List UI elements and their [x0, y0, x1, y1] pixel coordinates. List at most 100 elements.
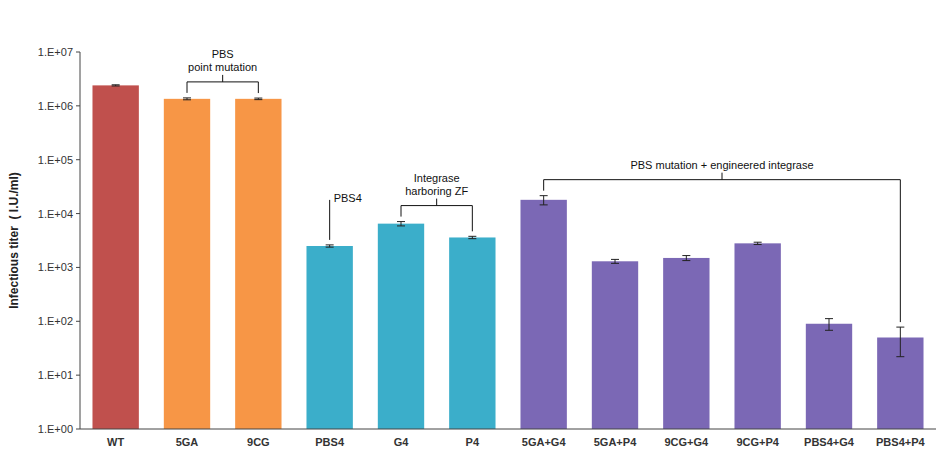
- bar: [663, 258, 709, 429]
- y-axis-line: [80, 52, 81, 429]
- error-bar-cap: [540, 195, 548, 196]
- error-bar-cap: [397, 221, 405, 222]
- error-bar-stem: [401, 222, 402, 226]
- error-bar: [254, 98, 262, 100]
- error-bar: [326, 245, 334, 247]
- x-tick-label: WT: [107, 436, 124, 448]
- bar: [806, 324, 852, 429]
- x-tick-label: P4: [466, 436, 480, 448]
- error-bar-cap: [896, 356, 904, 357]
- error-bar-cap: [326, 247, 334, 248]
- annotation-text: PBS mutation + engineered integrase: [630, 159, 813, 171]
- plot-area: [92, 85, 923, 429]
- y-tick-label: 1.E+00: [38, 423, 73, 435]
- y-tick-label: 1.E+01: [38, 369, 73, 381]
- error-bar: [754, 242, 762, 244]
- bracket-tick: [222, 75, 223, 82]
- error-bar-cap: [112, 84, 120, 85]
- y-tick-label: 1.E+04: [38, 208, 73, 220]
- bracket-tick: [436, 199, 437, 206]
- error-bar-stem: [543, 196, 544, 205]
- bracket-leg: [401, 206, 402, 217]
- x-axis-line: [80, 429, 936, 430]
- bracket-leg: [472, 206, 473, 232]
- error-bar-stem: [900, 327, 901, 357]
- chart: 1.E+001.E+011.E+021.E+031.E+041.E+051.E+…: [0, 0, 952, 463]
- bracket-leg: [543, 180, 544, 191]
- error-bar-cap: [825, 330, 833, 331]
- annotation-line: [329, 200, 330, 240]
- bar: [378, 224, 424, 429]
- bar: [235, 99, 281, 429]
- error-bar-cap: [611, 259, 619, 260]
- error-bar: [397, 222, 405, 226]
- annotation-line: harboring ZF: [405, 185, 468, 197]
- error-bar-cap: [326, 244, 334, 245]
- y-tick: [76, 105, 80, 106]
- error-bar: [611, 259, 619, 263]
- annotations: PBSpoint mutation PBS4 Integraseharboring …: [187, 48, 900, 322]
- bar: [92, 85, 138, 429]
- bar: [520, 200, 566, 429]
- x-tick-label: 5GA+G4: [522, 436, 567, 448]
- annotation-line: PBS mutation + engineered integrase: [630, 159, 813, 171]
- x-tick-label: PBS4+P4: [876, 436, 925, 448]
- axes: 1.E+001.E+011.E+021.E+031.E+041.E+051.E+…: [38, 46, 936, 448]
- error-bar-stem: [615, 259, 616, 263]
- y-tick: [76, 159, 80, 160]
- error-bar-cap: [183, 97, 191, 98]
- chart-container: 1.E+001.E+011.E+021.E+031.E+041.E+051.E+…: [0, 0, 952, 463]
- error-bar-cap: [468, 238, 476, 239]
- annotation: PBS mutation + engineered integrase: [544, 159, 901, 322]
- bracket-tick: [722, 173, 723, 180]
- error-bar-cap: [611, 263, 619, 264]
- y-tick: [76, 267, 80, 268]
- error-bar-cap: [254, 99, 262, 100]
- x-tick-label: 5GA+P4: [594, 436, 637, 448]
- annotation: Integraseharboring ZF: [401, 172, 472, 232]
- y-tick: [76, 375, 80, 376]
- error-bar-cap: [112, 85, 120, 86]
- error-bar: [682, 256, 690, 261]
- error-bar-cap: [254, 98, 262, 99]
- error-bar-cap: [896, 327, 904, 328]
- bar: [164, 99, 210, 429]
- annotation-line: PBS4: [334, 192, 362, 204]
- annotation-line: PBS: [212, 48, 234, 60]
- error-bar-cap: [468, 236, 476, 237]
- x-tick-label: 5GA: [176, 436, 199, 448]
- error-bar: [468, 236, 476, 238]
- error-bar-stem: [829, 319, 830, 331]
- x-tick-label: 9CG: [247, 436, 270, 448]
- bracket-leg: [258, 82, 259, 93]
- error-bar-cap: [825, 318, 833, 319]
- y-tick: [76, 52, 80, 53]
- y-tick: [76, 213, 80, 214]
- x-tick-label: 9CG+G4: [664, 436, 709, 448]
- y-tick-label: 1.E+03: [38, 261, 73, 273]
- y-tick-label: 1.E+06: [38, 100, 73, 112]
- error-bar: [183, 98, 191, 100]
- error-bar-cap: [397, 225, 405, 226]
- annotation-text: Integraseharboring ZF: [405, 172, 468, 197]
- error-bar-cap: [183, 99, 191, 100]
- y-tick: [76, 321, 80, 322]
- annotation-text: PBS4: [334, 192, 362, 204]
- error-bar: [540, 196, 548, 205]
- y-axis-label: Infectious titer ( I.U./ml): [7, 172, 21, 309]
- x-tick-label: 9CG+P4: [736, 436, 779, 448]
- error-bar-cap: [682, 255, 690, 256]
- annotation: PBS4: [330, 192, 362, 240]
- error-bar: [112, 85, 120, 86]
- x-tick-label: G4: [394, 436, 410, 448]
- y-tick-label: 1.E+02: [38, 315, 73, 327]
- bracket-leg: [187, 82, 188, 93]
- error-bar-cap: [682, 260, 690, 261]
- y-tick-label: 1.E+07: [38, 46, 73, 58]
- x-tick-label: PBS4: [315, 436, 345, 448]
- annotation-line: point mutation: [188, 61, 257, 73]
- y-tick: [76, 429, 80, 430]
- bar: [734, 243, 780, 429]
- annotation-line: Integrase: [414, 172, 460, 184]
- error-bar-cap: [540, 204, 548, 205]
